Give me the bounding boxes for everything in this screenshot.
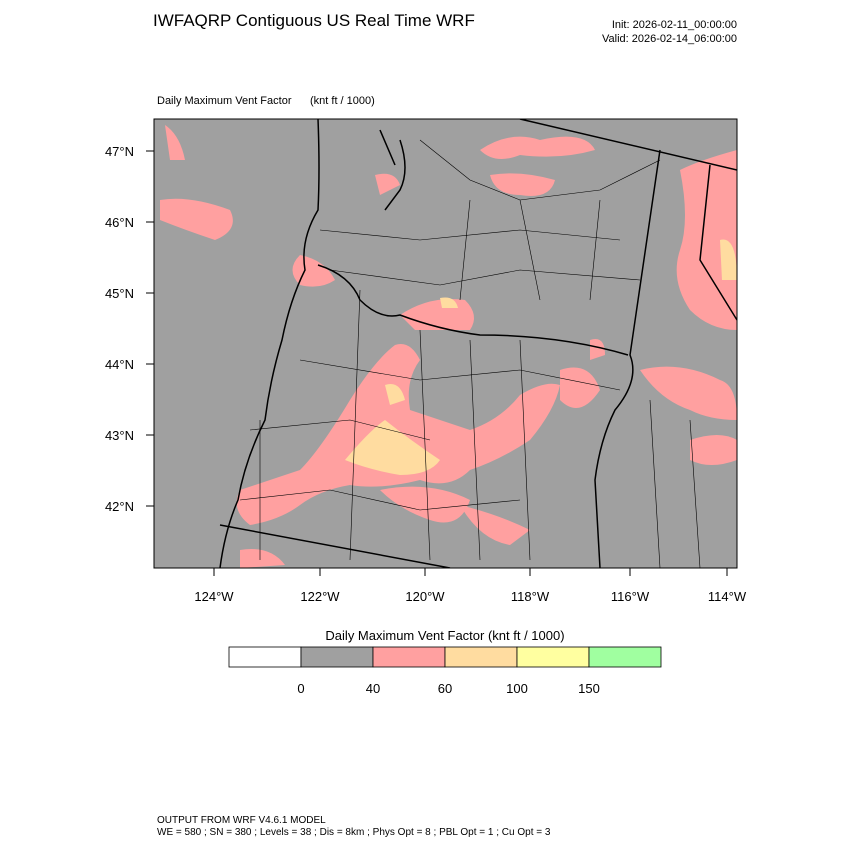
colorbar-label: 150: [578, 681, 600, 696]
lon-label: 124°W: [194, 589, 234, 604]
colorbar: 0 40 60 100 150: [228, 646, 662, 696]
vent-field: [160, 119, 737, 568]
colorbar-label: 0: [297, 681, 304, 696]
init-time: Init: 2026-02-11_00:00:00: [612, 19, 737, 31]
lat-label: 46°N: [105, 215, 134, 230]
colorbar-label: 100: [506, 681, 528, 696]
colorbar-box: [516, 646, 590, 668]
lon-label: 122°W: [300, 589, 340, 604]
lat-label: 45°N: [105, 286, 134, 301]
lon-label: 114°W: [708, 589, 747, 604]
lat-label: 44°N: [105, 357, 134, 372]
field-units: (knt ft / 1000): [310, 95, 375, 107]
footer-line: OUTPUT FROM WRF V4.6.1 MODEL: [157, 815, 326, 826]
lat-label: 43°N: [105, 428, 134, 443]
lon-label: 120°W: [405, 589, 445, 604]
valid-time: Valid: 2026-02-14_06:00:00: [602, 33, 737, 45]
lat-label: 42°N: [105, 499, 134, 514]
colorbar-box: [228, 646, 302, 668]
map-frame: [153, 118, 738, 569]
field-label: Daily Maximum Vent Factor: [157, 95, 292, 107]
colorbar-box: [588, 646, 662, 668]
footer-line: WE = 580 ; SN = 380 ; Levels = 38 ; Dis …: [157, 827, 551, 838]
title: IWFAQRP Contiguous US Real Time WRF: [153, 11, 475, 30]
colorbar-label: 60: [438, 681, 452, 696]
colorbar-label: 40: [366, 681, 380, 696]
colorbar-box: [372, 646, 446, 668]
colorbar-title: Daily Maximum Vent Factor (knt ft / 1000…: [325, 628, 564, 643]
colorbar-box: [300, 646, 374, 668]
lat-label: 47°N: [105, 144, 134, 159]
map-axes: 124°W 122°W 120°W 118°W 116°W 114°W 47°N 46°N 45…: [105, 144, 747, 604]
lon-label: 118°W: [511, 589, 550, 604]
lon-label: 116°W: [611, 589, 650, 604]
colorbar-box: [444, 646, 518, 668]
map: [153, 118, 738, 569]
